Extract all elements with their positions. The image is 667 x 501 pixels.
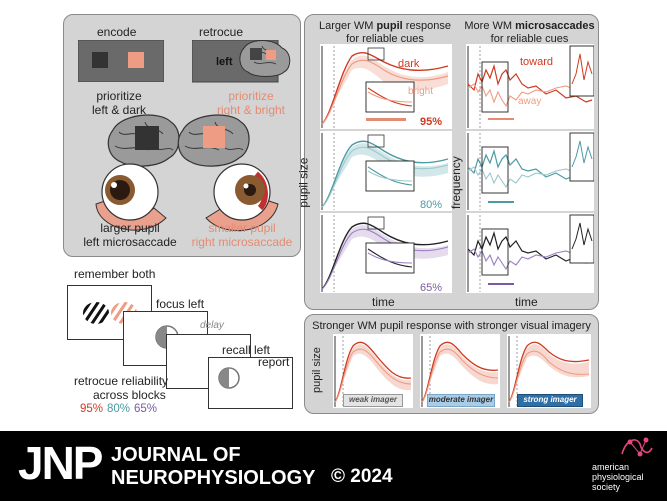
task-card-recall [208, 357, 293, 409]
reliability-line1: retrocue reliability [74, 374, 169, 388]
pupil-level-80: 80% [420, 199, 443, 211]
pupil-x-label: time [372, 295, 395, 309]
pupil-plot-95 [320, 44, 452, 129]
brain-right-icon [177, 114, 250, 167]
footer-journal-line1: JOURNAL OF [111, 444, 241, 466]
result-left-line2: left microsaccade [83, 235, 177, 249]
micro-title-line1: More WM microsaccades [464, 20, 595, 32]
imagery-title: Stronger WM pupil response with stronger… [312, 320, 591, 332]
recall-circle-icon [218, 367, 240, 389]
reliability-level-95: 95% [80, 403, 104, 415]
footer-bar [0, 431, 667, 501]
encode-screen [78, 40, 164, 82]
pupil-bright-label: bright [408, 86, 434, 97]
cue-word: left [216, 56, 233, 68]
pupil-title-line1: Larger WM pupil response [318, 20, 452, 32]
result-right-line2: right microsaccade [191, 235, 293, 249]
reliability-level-65: 65% [134, 403, 158, 415]
prioritize-right-line1: prioritize [228, 89, 274, 103]
micro-x-label: time [515, 295, 538, 309]
imagery-group-strong: strong imager [517, 394, 583, 407]
imagery-group-weak: weak imager [343, 394, 403, 407]
micro-away-label: away [518, 96, 542, 107]
pupil-dark-label: dark [398, 58, 420, 70]
encode-label: encode [97, 25, 137, 39]
pupil-plot-65 [320, 213, 452, 293]
reliability-level-80: 80% [107, 403, 131, 415]
footer-year: © 2024 [331, 466, 393, 487]
micro-plot-65 [466, 213, 594, 293]
task-recall-label: recall left [222, 343, 271, 357]
brain-left-icon [107, 114, 180, 167]
eye-right-icon [205, 163, 279, 232]
imagery-y-label: pupil size [310, 347, 323, 393]
eye-left-icon [95, 163, 167, 231]
task-report-label: report [258, 355, 290, 369]
society-line3: society [592, 482, 621, 492]
pupil-title-line2: for reliable cues [346, 33, 424, 45]
pupil-level-95: 95% [420, 116, 443, 128]
micro-y-label: frequency [448, 156, 463, 209]
society-logo-icon [621, 437, 653, 457]
result-left-line1: larger pupil [100, 221, 160, 235]
reliability-line2: across blocks [93, 388, 166, 402]
task-delay-label: delay [200, 320, 224, 331]
prioritize-left-line1: prioritize [96, 89, 142, 103]
footer-journal-line2: NEUROPHYSIOLOGY [111, 467, 316, 489]
retrocue-label: retrocue [199, 25, 244, 39]
micro-plot-95 [466, 44, 594, 129]
task-focus-label: focus left [156, 297, 205, 311]
result-right-line1: smaller pupil [208, 221, 276, 235]
society-line1: american [592, 462, 630, 472]
society-line2: physiological [592, 472, 644, 482]
task-remember-label: remember both [74, 267, 156, 281]
pupil-level-65: 65% [420, 282, 443, 294]
micro-toward-label: toward [520, 56, 554, 68]
micro-title-line2: for reliable cues [490, 33, 569, 45]
prioritize-right-line2: right & bright [216, 103, 286, 117]
retrocue-screen [192, 40, 291, 83]
pupil-plot-80 [320, 131, 452, 211]
footer-logo: JNP [18, 437, 103, 489]
prioritize-left-line2: left & dark [91, 103, 147, 117]
imagery-group-moderate: moderate imager [427, 394, 495, 407]
pupil-y-label: pupil size [296, 157, 311, 208]
micro-plot-80 [466, 131, 594, 211]
